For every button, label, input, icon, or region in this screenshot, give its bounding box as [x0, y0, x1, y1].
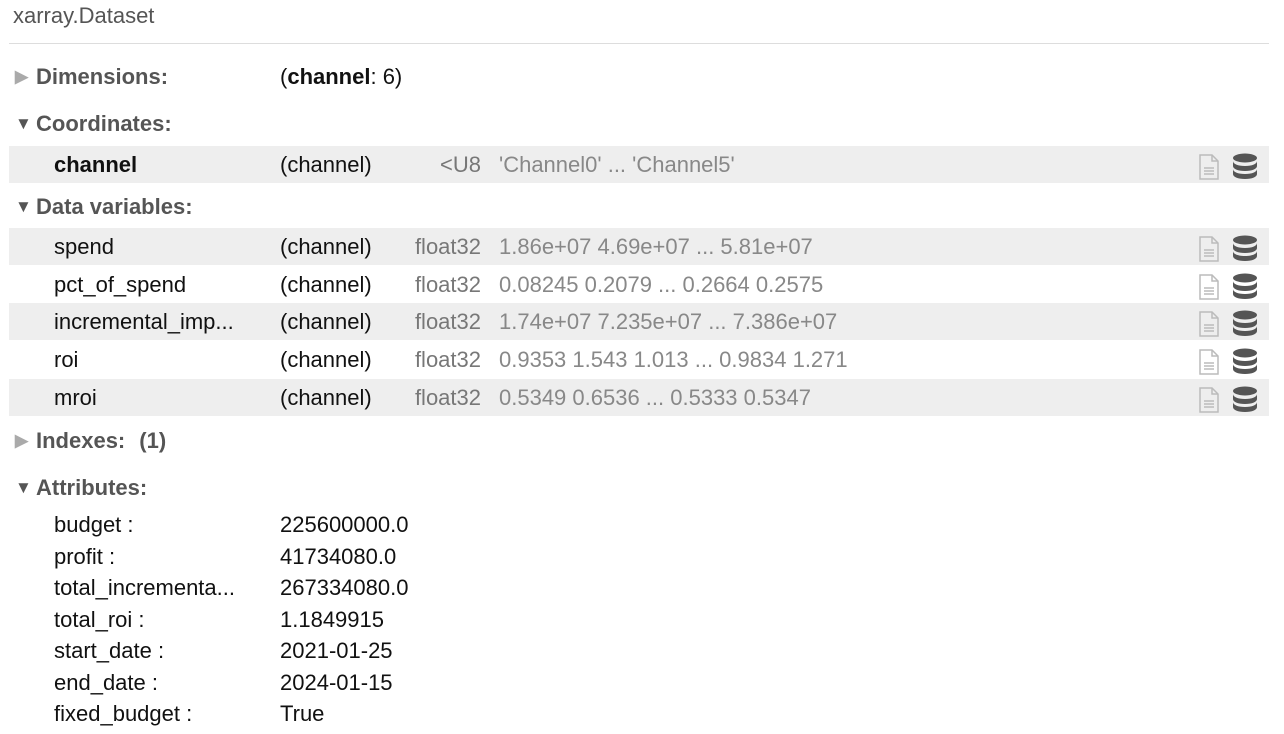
attribute-key: budget : — [54, 512, 134, 537]
data-variable-row: incremental_imp... (channel) float32 1.7… — [9, 303, 1269, 343]
file-text-icon[interactable] — [1198, 311, 1220, 343]
var-dtype: float32 — [414, 234, 481, 259]
var-dtype: float32 — [414, 347, 481, 373]
var-name: channel — [54, 152, 138, 177]
var-dims: (channel) — [280, 271, 372, 297]
attribute-key: profit : — [54, 543, 116, 569]
attribute-value: 2024-01-15 — [280, 669, 393, 695]
var-preview: 0.9353 1.543 1.013 ... 0.9834 1.271 — [499, 347, 848, 373]
var-dtype: <U8 — [440, 152, 481, 177]
data-variable-row: mroi (channel) float32 0.5349 0.6536 ...… — [9, 378, 1269, 419]
database-icon[interactable] — [1232, 273, 1258, 305]
attribute-value: 41734080.0 — [280, 543, 397, 569]
data-variable-row: spend (channel) float32 1.86e+07 4.69e+0… — [9, 228, 1269, 265]
triangle-down-icon: ▼ — [15, 197, 32, 216]
attribute-value: 225600000.0 — [280, 512, 409, 537]
var-dims: (channel) — [280, 309, 372, 335]
attribute-value: 2021-01-25 — [280, 638, 393, 663]
var-preview: 0.5349 0.6536 ... 0.5333 0.5347 — [499, 384, 811, 410]
section-data-variables[interactable]: ▼ Data variables: — [15, 194, 193, 220]
dim-size: : 6) — [370, 64, 403, 89]
var-dims: (channel) — [280, 384, 372, 410]
attribute-value: 267334080.0 — [280, 575, 409, 600]
var-dims: (channel) — [280, 152, 372, 177]
file-text-icon[interactable] — [1198, 236, 1220, 268]
divider — [9, 43, 1269, 44]
database-icon[interactable] — [1232, 153, 1258, 185]
dim-name: channel — [287, 64, 371, 89]
paren: ( — [280, 64, 288, 89]
var-name: pct_of_spend — [54, 271, 187, 297]
section-label: Dimensions: — [36, 64, 169, 89]
var-dtype: float32 — [414, 309, 481, 335]
database-icon[interactable] — [1232, 348, 1258, 380]
triangle-right-icon: ▶ — [15, 67, 29, 86]
file-text-icon[interactable] — [1198, 349, 1220, 381]
triangle-down-icon: ▼ — [15, 478, 32, 497]
attribute-value: 1.1849915 — [280, 606, 384, 632]
var-name: mroi — [54, 384, 97, 410]
var-preview: 1.74e+07 7.235e+07 ... 7.386e+07 — [499, 309, 838, 335]
attribute-key: start_date : — [54, 638, 165, 663]
coordinate-row: channel (channel) <U8 'Channel0' ... 'Ch… — [9, 146, 1269, 183]
var-name: incremental_imp... — [54, 309, 234, 335]
var-dims: (channel) — [280, 347, 372, 373]
data-variable-row: pct_of_spend (channel) float32 0.08245 0… — [9, 266, 1269, 303]
dataset-title: xarray.Dataset — [13, 3, 155, 28]
file-text-icon[interactable] — [1198, 154, 1220, 186]
var-preview: 'Channel0' ... 'Channel5' — [499, 152, 735, 177]
section-dimensions[interactable]: ▶ Dimensions: — [15, 64, 168, 90]
database-icon[interactable] — [1232, 310, 1258, 342]
var-name: roi — [54, 347, 79, 373]
database-icon[interactable] — [1232, 386, 1258, 418]
indexes-count: (1) — [139, 428, 167, 453]
var-dtype: float32 — [414, 271, 481, 297]
file-text-icon[interactable] — [1198, 387, 1220, 419]
attribute-key: fixed_budget : — [54, 701, 193, 726]
section-attributes[interactable]: ▼ Attributes: — [15, 475, 147, 501]
section-label: Indexes: — [36, 428, 126, 453]
attribute-value: True — [280, 701, 325, 726]
dimensions-value: (channel: 6) — [280, 64, 402, 90]
var-dtype: float32 — [414, 384, 481, 410]
data-variable-row: roi (channel) float32 0.9353 1.543 1.013… — [9, 341, 1269, 378]
attribute-key: total_roi : — [54, 606, 145, 632]
section-indexes[interactable]: ▶ Indexes: (1) — [15, 428, 166, 454]
section-label: Data variables: — [36, 194, 193, 219]
var-dims: (channel) — [280, 234, 372, 259]
var-preview: 0.08245 0.2079 ... 0.2664 0.2575 — [499, 271, 824, 297]
section-label: Attributes: — [36, 475, 148, 500]
attribute-key: total_incrementa... — [54, 575, 235, 600]
section-coordinates[interactable]: ▼ Coordinates: — [15, 111, 172, 137]
database-icon[interactable] — [1232, 235, 1258, 267]
attribute-key: end_date : — [54, 669, 158, 695]
file-text-icon[interactable] — [1198, 273, 1220, 306]
section-label: Coordinates: — [36, 111, 172, 136]
var-preview: 1.86e+07 4.69e+07 ... 5.81e+07 — [499, 234, 813, 259]
triangle-down-icon: ▼ — [15, 114, 32, 133]
triangle-right-icon: ▶ — [15, 431, 29, 450]
var-name: spend — [54, 234, 114, 259]
